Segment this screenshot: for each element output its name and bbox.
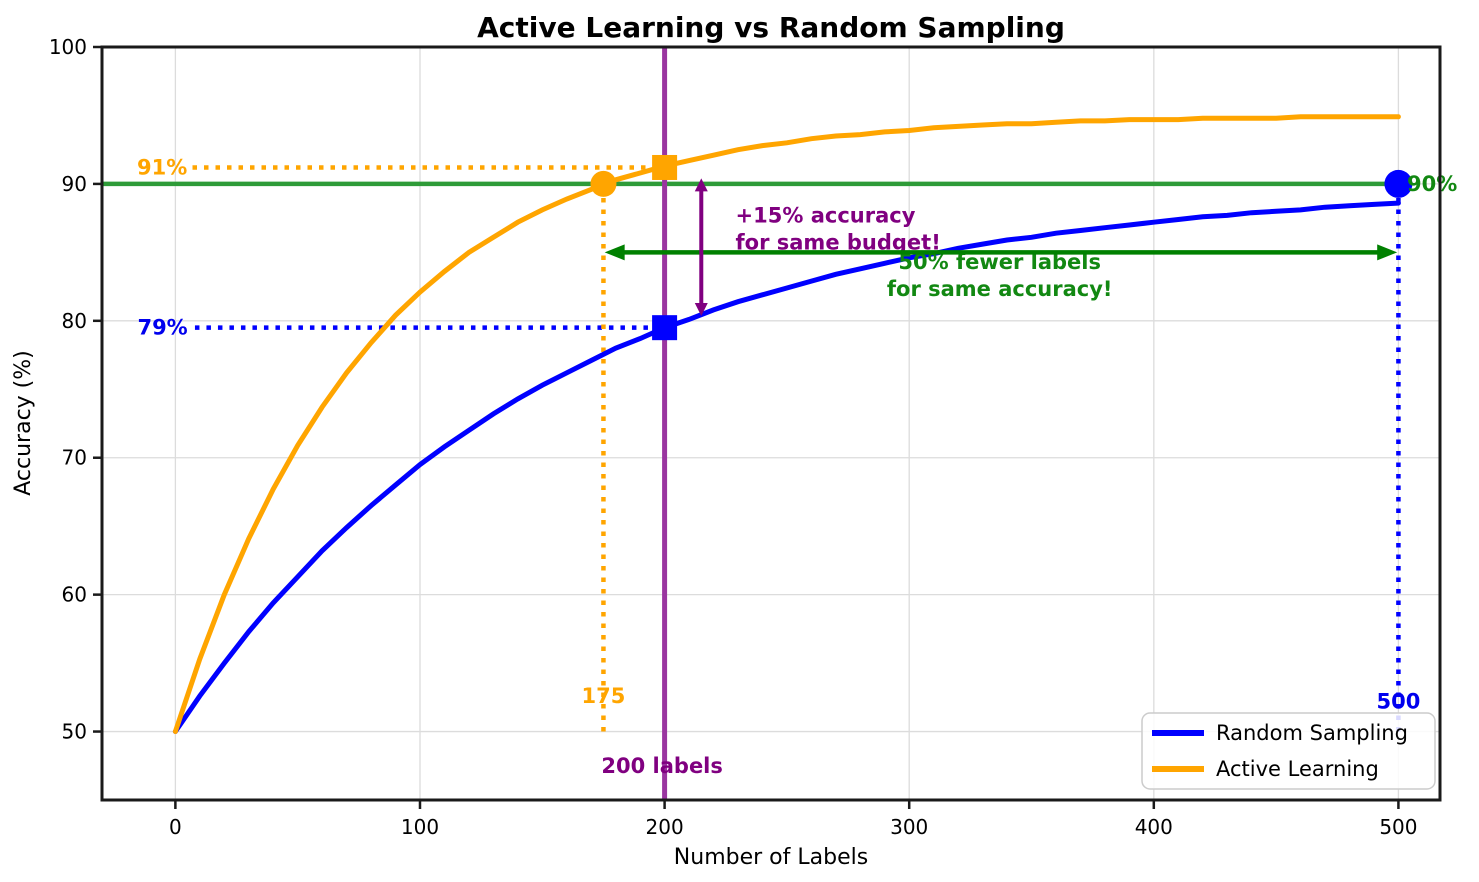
y-tick-label: 70 xyxy=(62,446,87,470)
x-tick-label: 100 xyxy=(401,815,439,839)
y-tick-label: 80 xyxy=(62,309,87,333)
fewer-labels-arrow-start-head xyxy=(604,244,625,261)
al-budget-point xyxy=(652,154,678,180)
plot-border xyxy=(100,45,1442,802)
al-accuracy-label: 91% xyxy=(137,155,187,179)
rs-labels-label: 500 xyxy=(1376,689,1420,713)
rs-budget-point xyxy=(652,315,678,341)
x-tick-label: 200 xyxy=(646,815,684,839)
annotation-arrows xyxy=(604,178,1398,317)
x-tick-label: 500 xyxy=(1379,815,1417,839)
y-tick-label: 90 xyxy=(62,172,87,196)
fewer-labels-arrow xyxy=(604,244,1398,261)
rs-target-point xyxy=(1384,169,1413,198)
x-tick-label: 400 xyxy=(1135,815,1173,839)
accuracy-gain-arrow xyxy=(694,178,708,317)
chart-title: Active Learning vs Random Sampling xyxy=(477,11,1065,44)
al-target-point xyxy=(590,170,617,197)
legend-box xyxy=(1141,712,1436,790)
x-tick-label: 0 xyxy=(169,815,182,839)
budget-label: 200 labels xyxy=(601,754,723,778)
axis-ticks: 0 100 200 300 400 500 50 60 70 80 90 100 xyxy=(49,35,1418,839)
target-accuracy-label: 90% xyxy=(1407,172,1457,196)
x-tick-label: 300 xyxy=(890,815,928,839)
fewer-labels-arrow-end-head xyxy=(1377,244,1398,261)
legend: Random Sampling Active Learning xyxy=(1141,712,1436,790)
y-tick-label: 50 xyxy=(62,720,87,744)
rs-accuracy-label: 79% xyxy=(137,316,187,340)
y-axis-label: Accuracy (%) xyxy=(11,350,36,496)
series-curves xyxy=(172,114,1401,734)
reference-guide-lines xyxy=(102,165,1401,732)
al-labels-label: 175 xyxy=(582,684,626,708)
x-axis-label: Number of Labels xyxy=(674,845,868,870)
curve-random-sampling xyxy=(172,200,1401,734)
legend-label-active-learning: Active Learning xyxy=(1216,757,1379,781)
y-tick-label: 60 xyxy=(62,583,87,607)
data-point-markers xyxy=(590,154,1413,341)
legend-label-random-sampling: Random Sampling xyxy=(1216,721,1408,745)
y-tick-label: 100 xyxy=(49,35,87,59)
accuracy-gain-arrow-start-head xyxy=(694,303,708,317)
accuracy-gain-arrow-end-head xyxy=(694,178,708,192)
curve-active-learning xyxy=(172,114,1401,734)
